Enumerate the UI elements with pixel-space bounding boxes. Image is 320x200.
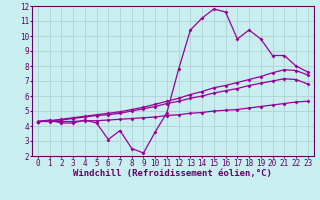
X-axis label: Windchill (Refroidissement éolien,°C): Windchill (Refroidissement éolien,°C)	[73, 169, 272, 178]
